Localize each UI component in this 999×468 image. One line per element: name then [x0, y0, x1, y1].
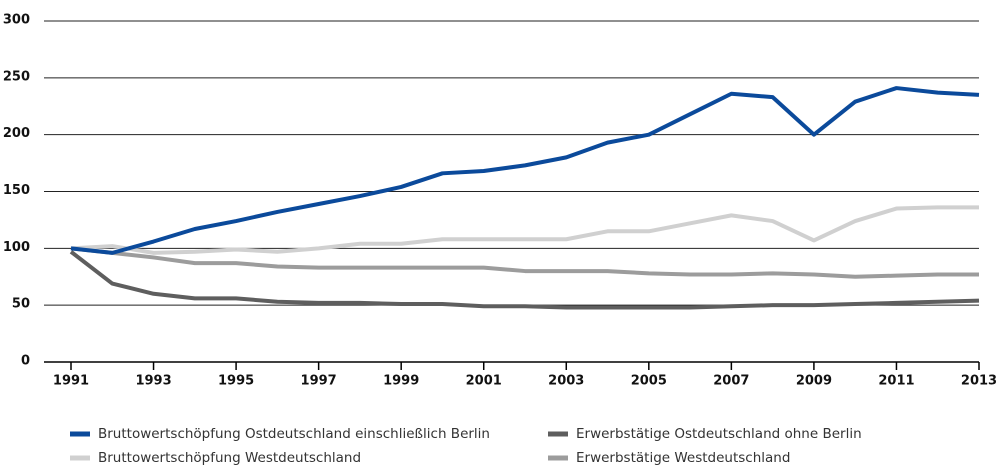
x-tick-label: 2007 — [713, 374, 749, 389]
x-tick-label: 1993 — [135, 374, 171, 389]
x-tick-label: 1999 — [383, 374, 419, 389]
series-line — [70, 86, 980, 255]
y-tick-label: 250 — [3, 69, 30, 84]
legend-label: Erwerbstätige Ostdeutschland ohne Berlin — [576, 426, 862, 442]
legend-label: Erwerbstätige Westdeutschland — [576, 450, 790, 466]
y-tick-label: 100 — [3, 240, 30, 255]
y-tick-label: 300 — [3, 13, 30, 28]
series-line — [70, 205, 979, 255]
series-line — [70, 246, 979, 279]
x-tick-label: 1997 — [301, 374, 337, 389]
y-tick-label: 0 — [21, 354, 30, 369]
x-tick-label: 2013 — [961, 374, 997, 389]
y-tick-label: 50 — [12, 297, 30, 312]
y-tick-label: 200 — [3, 126, 30, 141]
x-tick-label: 2001 — [466, 374, 502, 389]
x-tick-label: 2009 — [796, 374, 832, 389]
x-tick-label: 1995 — [218, 374, 254, 389]
series-line — [69, 250, 980, 310]
x-tick-label: 1991 — [53, 374, 89, 389]
legend-label: Bruttowertschöpfung Westdeutschland — [98, 450, 361, 466]
y-tick-label: 150 — [3, 183, 30, 198]
x-tick-label: 2011 — [878, 374, 914, 389]
x-tick-label: 2003 — [548, 374, 584, 389]
x-tick-label: 2005 — [631, 374, 667, 389]
legend-label: Bruttowertschöpfung Ostdeutschland einsc… — [98, 426, 490, 442]
